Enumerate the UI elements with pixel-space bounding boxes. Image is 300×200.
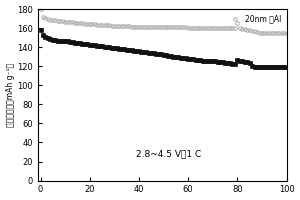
Y-axis label: 放电比容量（mAh g⁻¹）: 放电比容量（mAh g⁻¹）	[6, 63, 15, 127]
20nm 镀Al	[39, 8, 42, 10]
20nm 镀Al	[100, 24, 104, 26]
20nm 镀Al	[56, 20, 60, 23]
Legend: 20nm 镀Al: 20nm 镀Al	[226, 13, 283, 25]
20nm 镀Al	[285, 32, 288, 34]
Text: 2.8~4.5 V，1 C: 2.8~4.5 V，1 C	[136, 149, 201, 158]
20nm 镀Al	[152, 26, 155, 28]
20nm 镀Al	[258, 32, 261, 34]
20nm 镀Al	[223, 27, 227, 29]
Line: 20nm 镀Al: 20nm 镀Al	[39, 7, 288, 35]
20nm 镀Al	[186, 27, 190, 29]
20nm 镀Al	[211, 27, 214, 29]
